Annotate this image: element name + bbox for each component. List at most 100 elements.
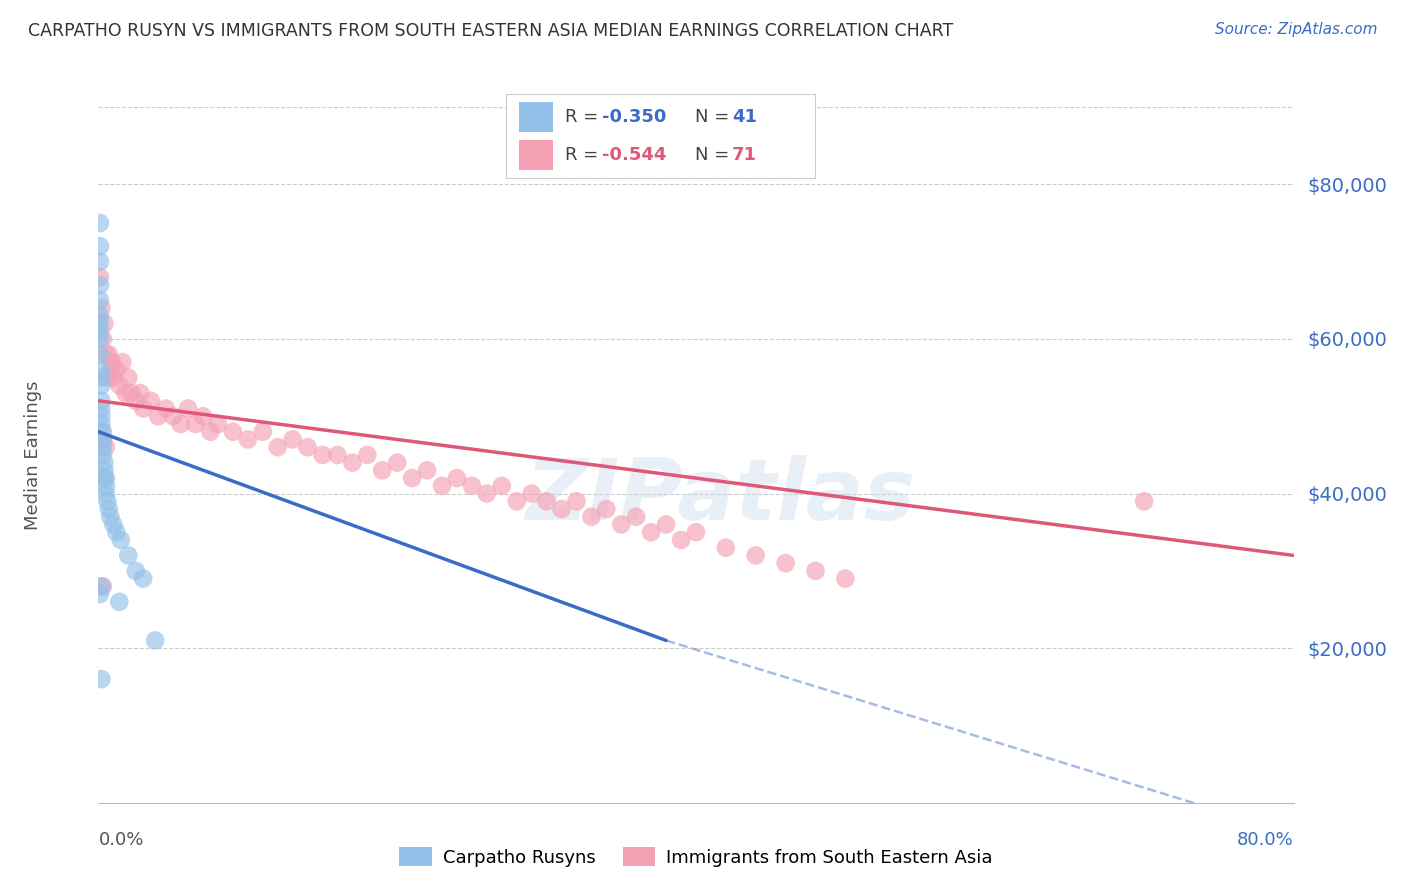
- Text: 71: 71: [733, 145, 756, 163]
- Point: [90, 425, 112, 439]
- Point: [311, 448, 333, 462]
- Text: R =: R =: [565, 108, 605, 126]
- Point: [416, 463, 439, 477]
- Point: [108, 378, 131, 392]
- Point: [90, 370, 112, 384]
- Point: [90, 579, 112, 593]
- Point: [90, 393, 112, 408]
- Point: [132, 401, 155, 416]
- Point: [267, 440, 290, 454]
- Point: [610, 517, 633, 532]
- Text: R =: R =: [565, 145, 605, 163]
- Point: [655, 517, 678, 532]
- Point: [96, 494, 118, 508]
- Point: [356, 448, 378, 462]
- Point: [90, 378, 112, 392]
- Point: [804, 564, 827, 578]
- Text: 0.0%: 0.0%: [98, 830, 143, 848]
- Point: [125, 393, 148, 408]
- Point: [100, 363, 122, 377]
- Point: [745, 549, 768, 563]
- Point: [491, 479, 513, 493]
- Point: [111, 355, 134, 369]
- Point: [89, 347, 111, 361]
- Point: [475, 486, 498, 500]
- Point: [89, 317, 111, 331]
- Point: [117, 370, 139, 384]
- Point: [581, 509, 603, 524]
- Text: Source: ZipAtlas.com: Source: ZipAtlas.com: [1215, 22, 1378, 37]
- Point: [1133, 494, 1156, 508]
- Point: [89, 270, 111, 285]
- Point: [91, 448, 114, 462]
- Point: [94, 440, 117, 454]
- Point: [177, 401, 200, 416]
- Point: [506, 494, 529, 508]
- Point: [103, 517, 125, 532]
- Point: [90, 672, 112, 686]
- Text: -0.350: -0.350: [602, 108, 666, 126]
- Text: -0.544: -0.544: [602, 145, 666, 163]
- Point: [143, 633, 166, 648]
- Point: [342, 456, 364, 470]
- Point: [207, 417, 229, 431]
- Point: [595, 502, 617, 516]
- Point: [401, 471, 423, 485]
- Point: [93, 471, 115, 485]
- Point: [162, 409, 184, 424]
- Point: [714, 541, 737, 555]
- Point: [139, 393, 162, 408]
- Point: [89, 239, 111, 253]
- Point: [446, 471, 468, 485]
- Point: [89, 309, 111, 323]
- Point: [536, 494, 558, 508]
- Point: [89, 587, 111, 601]
- Point: [93, 463, 115, 477]
- Point: [371, 463, 394, 477]
- Point: [148, 409, 170, 424]
- Point: [94, 471, 117, 485]
- Point: [100, 509, 122, 524]
- Point: [834, 572, 856, 586]
- Point: [90, 301, 112, 315]
- Point: [110, 533, 132, 547]
- Point: [297, 440, 319, 454]
- Point: [91, 440, 114, 454]
- Point: [97, 502, 120, 516]
- Point: [93, 456, 115, 470]
- Point: [236, 433, 259, 447]
- Point: [669, 533, 692, 547]
- Point: [775, 556, 797, 570]
- Point: [129, 386, 152, 401]
- Point: [169, 417, 191, 431]
- Text: 41: 41: [733, 108, 756, 126]
- Point: [125, 564, 148, 578]
- Point: [90, 363, 112, 377]
- Point: [326, 448, 349, 462]
- Point: [96, 370, 118, 384]
- Point: [105, 525, 128, 540]
- Text: 80.0%: 80.0%: [1237, 830, 1294, 848]
- Text: N =: N =: [695, 145, 735, 163]
- Point: [91, 332, 114, 346]
- Point: [430, 479, 453, 493]
- Point: [89, 216, 111, 230]
- Point: [200, 425, 222, 439]
- Point: [103, 370, 125, 384]
- Point: [97, 347, 120, 361]
- Point: [93, 317, 115, 331]
- Point: [90, 417, 112, 431]
- Point: [550, 502, 572, 516]
- Point: [640, 525, 662, 540]
- Point: [461, 479, 484, 493]
- Text: N =: N =: [695, 108, 735, 126]
- Point: [520, 486, 543, 500]
- Point: [89, 332, 111, 346]
- Point: [89, 254, 111, 268]
- Point: [89, 293, 111, 308]
- Point: [91, 579, 114, 593]
- Legend: Carpatho Rusyns, Immigrants from South Eastern Asia: Carpatho Rusyns, Immigrants from South E…: [392, 840, 1000, 874]
- Point: [222, 425, 245, 439]
- Point: [89, 277, 111, 292]
- Point: [101, 355, 124, 369]
